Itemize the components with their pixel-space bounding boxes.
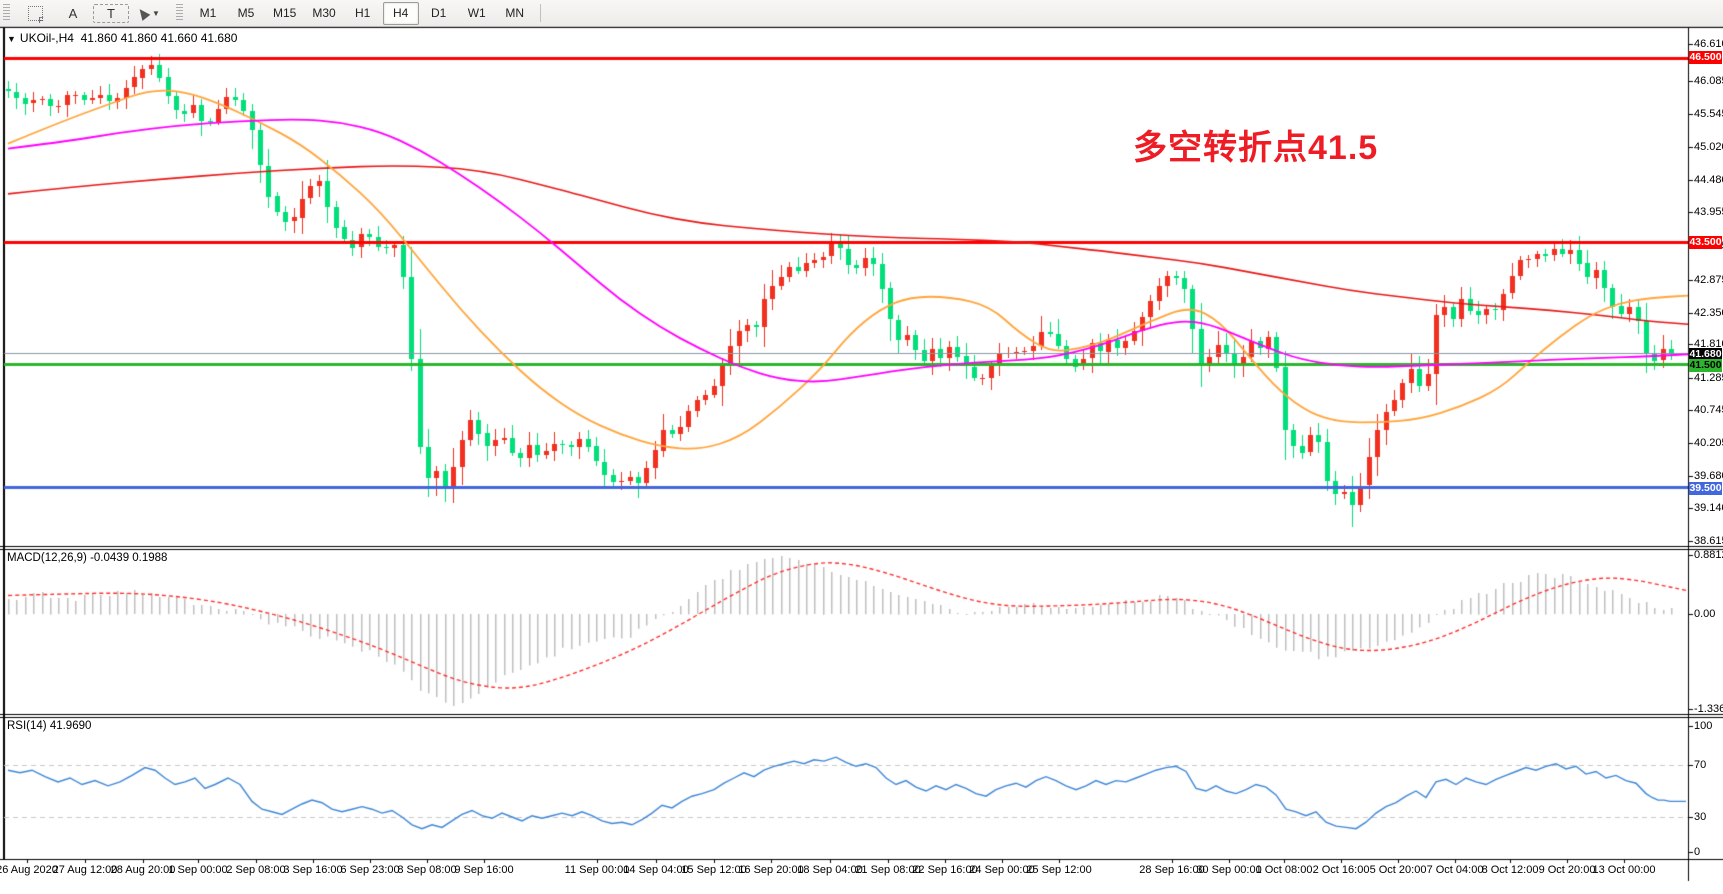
toolbar: F A T ▼ M1 M5 M15 M30 H1 H4 D1 W1 MN [0,0,1723,27]
time-tick: 25 Sep 12:00 [1026,864,1092,876]
price-tick: 45.545 [1694,108,1723,120]
price-tag-41.680: 41.680 [1689,347,1722,361]
time-tick: 30 Sep 00:00 [1196,864,1262,876]
time-tick: 2 Sep 08:00 [226,864,286,876]
time-tick: 8 Sep 08:00 [397,864,457,876]
timeframe-group: M1 M5 M15 M30 H1 H4 D1 W1 MN [189,1,534,25]
ohlc-values: 41.860 41.860 41.660 41.680 [80,31,238,45]
time-tick: 14 Sep 04:00 [623,864,689,876]
rsi-axis-tick: 0 [1694,846,1701,858]
timeframe-button-d1[interactable]: D1 [431,6,447,20]
snap-grid-icon[interactable]: F [17,2,53,25]
price-tick: 41.810 [1694,338,1723,350]
price-tick: 40.205 [1694,437,1723,449]
time-tick: 16 Sep 20:00 [738,864,804,876]
price-tag-39.500: 39.500 [1689,481,1722,495]
macd-label: MACD(12,26,9) -0.0439 0.1988 [7,552,168,564]
price-tick: 46.610 [1694,38,1723,50]
time-tick: 15 Sep 12:00 [681,864,747,876]
macd-axis-tick: -1.3368 [1694,703,1723,715]
time-tick: 24 Sep 00:00 [969,864,1035,876]
time-tick: 21 Sep 08:00 [855,864,921,876]
price-tick: 46.085 [1694,75,1723,87]
rsi-axis-tick: 100 [1694,720,1713,732]
time-tick: 28 Sep 16:00 [1139,864,1205,876]
time-tick: 11 Sep 00:00 [564,864,630,876]
price-tick: 44.480 [1694,174,1723,186]
toolbar-separator [539,4,541,22]
grid-glyph: F [27,5,44,25]
time-tick: 1 Oct 08:00 [1255,864,1313,876]
time-tick: 8 Oct 12:00 [1481,864,1539,876]
time-tick: 22 Sep 16:00 [912,864,978,876]
timeframe-button-m1[interactable]: M1 [199,6,217,20]
chart-text-annotation[interactable]: 多空转折点41.5 [1133,129,1379,167]
rsi-axis-tick: 70 [1694,759,1707,771]
price-tick: 39.140 [1694,502,1723,514]
cursor-glyph [135,5,151,21]
price-tick: 39.680 [1694,470,1723,482]
timeframe-button-w1[interactable]: W1 [467,6,486,20]
time-tick: 18 Sep 04:00 [797,864,863,876]
timeframe-button-h4[interactable]: H4 [382,1,419,25]
text-tool-glyph: A [68,5,78,21]
price-tick: 40.745 [1694,404,1723,416]
time-tick: 27 Aug 12:00 [52,864,118,876]
time-tick: 13 Oct 00:00 [1592,864,1656,876]
timeframe-button-h1[interactable]: H1 [355,6,371,20]
symbol-period-label: UKOil-,H4 [19,31,74,45]
time-tick: 2 Oct 16:00 [1312,864,1370,876]
text-tool-icon[interactable]: A [55,2,91,25]
time-tick: 7 Oct 04:00 [1426,864,1484,876]
macd-axis-tick: 0.00 [1694,608,1716,620]
price-tick: 41.285 [1694,372,1723,384]
price-tag-46.500: 46.500 [1689,50,1722,64]
time-tick: 28 Aug 20:00 [110,864,176,876]
price-tick: 42.350 [1694,307,1723,319]
price-tick: 45.020 [1694,141,1723,153]
time-tick: 5 Oct 20:00 [1369,864,1427,876]
time-tick: 6 Sep 23:00 [340,864,400,876]
time-tick: 26 Aug 2020 [0,864,58,876]
macd-axis-tick: 0.8812 [1694,549,1723,561]
cursor-tool-icon[interactable]: ▼ [131,2,167,25]
toolbar-grip[interactable] [3,4,10,22]
timeframe-button-mn[interactable]: MN [505,6,525,20]
price-tag-43.500: 43.500 [1689,235,1722,249]
time-tick: 9 Oct 20:00 [1538,864,1596,876]
time-tick: 3 Sep 16:00 [283,864,343,876]
timeframe-button-m5[interactable]: M5 [237,6,255,20]
toolbar-grip-2[interactable] [176,4,183,22]
symbol-dropdown-icon[interactable]: ▼ [7,34,16,44]
rsi-axis-tick: 30 [1694,811,1707,823]
dropdown-arrow-icon[interactable]: ▼ [152,8,160,18]
chart-title: ▼ UKOil-,H4 41.860 41.860 41.660 41.680 [7,31,237,45]
timeframe-button-m15[interactable]: M15 [273,6,297,20]
price-tag-41.500: 41.500 [1689,358,1722,372]
frame-tool-glyph: T [107,5,115,21]
price-tick: 43.955 [1694,206,1723,218]
price-tick: 42.875 [1694,274,1723,286]
timeframe-button-m30[interactable]: M30 [312,6,336,20]
rsi-label: RSI(14) 41.9690 [7,720,92,732]
price-tick: 38.615 [1694,535,1723,547]
time-tick: 9 Sep 16:00 [454,864,514,876]
time-tick: 1 Sep 00:00 [168,864,228,876]
text-frame-tool-icon[interactable]: T [93,3,129,23]
